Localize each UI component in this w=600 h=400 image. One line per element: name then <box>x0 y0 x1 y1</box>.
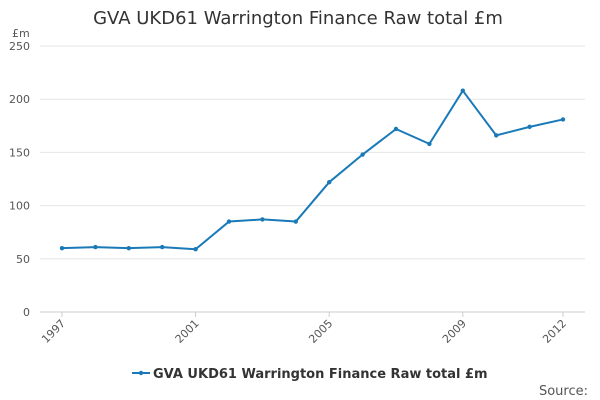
x-tick-label: 1997 <box>39 317 68 346</box>
x-tick-label: 2001 <box>173 317 202 346</box>
x-tick-label: 2009 <box>440 317 469 346</box>
data-point[interactable] <box>260 217 265 222</box>
data-point[interactable] <box>360 152 365 157</box>
x-tick-label: 2005 <box>306 317 335 346</box>
data-point[interactable] <box>560 117 566 122</box>
y-tick-label: 100 <box>9 200 30 213</box>
data-point[interactable] <box>193 247 198 252</box>
data-point[interactable] <box>494 133 499 138</box>
data-point[interactable] <box>527 124 532 130</box>
source-label: Source: <box>539 384 588 399</box>
legend-label: GVA UKD61 Warrington Finance Raw total £… <box>153 367 488 382</box>
legend-point-marker <box>138 370 144 376</box>
y-tick-label: 250 <box>9 40 30 53</box>
y-tick-label: 200 <box>9 93 30 106</box>
plot-area <box>59 88 566 252</box>
data-point[interactable] <box>393 126 399 132</box>
data-point[interactable] <box>160 244 165 250</box>
data-point[interactable] <box>460 88 465 93</box>
y-tick-label: 150 <box>9 146 30 159</box>
data-point[interactable] <box>226 219 232 224</box>
data-point[interactable] <box>93 244 98 250</box>
chart-title: GVA UKD61 Warrington Finance Raw total £… <box>93 8 503 29</box>
series-line <box>61 89 564 251</box>
legend[interactable]: GVA UKD61 Warrington Finance Raw total £… <box>132 367 488 382</box>
data-point[interactable] <box>427 141 432 147</box>
data-point[interactable] <box>59 245 65 251</box>
x-tick-label: 2012 <box>540 317 569 346</box>
data-point[interactable] <box>293 219 298 224</box>
y-axis-unit-label: £m <box>12 27 30 40</box>
data-point[interactable] <box>126 245 131 251</box>
y-tick-label: 50 <box>16 253 30 266</box>
x-axis-tick-labels: 1997 2001 2005 2009 2012 <box>39 312 569 346</box>
y-tick-label: 0 <box>23 306 30 319</box>
data-point[interactable] <box>327 179 332 185</box>
gridlines <box>40 45 585 313</box>
y-axis-tick-labels: 0 50 100 150 200 250 <box>9 40 30 319</box>
